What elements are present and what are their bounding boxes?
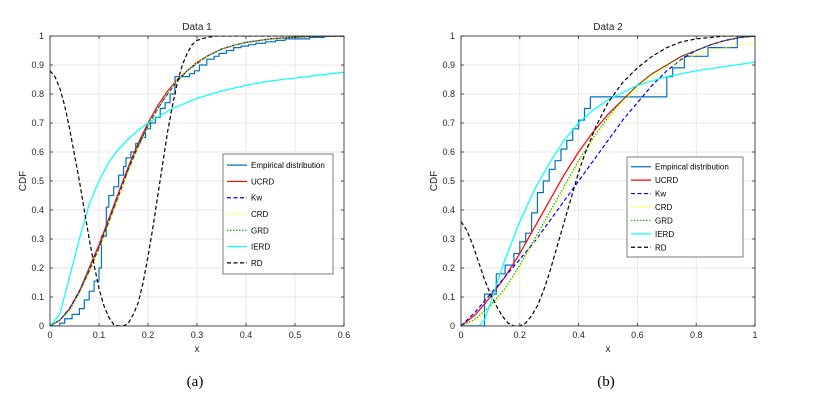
x-axis-label: x — [195, 344, 200, 355]
legend-label-ucrd: UCRD — [655, 176, 678, 185]
x-tick-label: 1 — [752, 330, 757, 340]
y-tick-label: 0 — [39, 321, 44, 331]
y-tick-label: 0.7 — [442, 118, 455, 128]
chart-panel-data-2: 0 0.2 0.4 0.6 0.8 1 0 0.1 0.2 0.3 0.4 0.5 0.6 0.7 0.8 0… — [429, 22, 758, 390]
x-tick-label: 0.4 — [572, 330, 585, 340]
legend-label-grd: GRD — [655, 216, 673, 225]
y-tick-label: 0.5 — [31, 176, 44, 186]
y-axis-label: CDF — [429, 171, 440, 192]
y-tick-label: 0.2 — [442, 263, 455, 273]
y-tick-label: 0.9 — [442, 60, 455, 70]
legend-label-kw: Kw — [251, 194, 262, 203]
series-group — [461, 36, 755, 326]
legend-label-empirical-distribution: Empirical distribution — [655, 163, 729, 172]
series-line-crd — [50, 36, 344, 326]
y-tick-label: 0.5 — [442, 176, 455, 186]
series-line-crd — [461, 42, 755, 326]
x-tick-label: 0.3 — [191, 330, 204, 340]
panel-caption: (b) — [597, 374, 615, 390]
y-tick-label: 0.1 — [31, 292, 44, 302]
x-tick-label: 0.8 — [690, 330, 703, 340]
chart-panel-data-1: 0 0.1 0.2 0.3 0.4 0.5 0.6 0 0.1 0.2 0.3 0.4 0.5 0.6 0.… — [18, 22, 350, 390]
legend-box — [222, 153, 334, 275]
series-line-grd — [461, 36, 755, 326]
legend-label-kw: Kw — [655, 190, 666, 199]
series-line-grd — [50, 36, 344, 326]
chart-title: Data 1 — [182, 22, 212, 33]
series-line-kw — [461, 36, 755, 326]
legend: Empirical distribution UCRD Kw CRD GRD IERD RD — [222, 153, 334, 275]
legend-label-empirical-distribution: Empirical distribution — [251, 161, 325, 170]
x-tick-label: 0.5 — [289, 330, 302, 340]
y-tick-label: 0.9 — [31, 60, 44, 70]
y-tick-label: 1 — [39, 31, 44, 41]
y-tick-label: 0.1 — [442, 292, 455, 302]
legend-label-crd: CRD — [655, 203, 673, 212]
x-tick-label: 0.6 — [631, 330, 644, 340]
x-tick-label: 0.2 — [514, 330, 527, 340]
y-axis-label: CDF — [18, 171, 29, 192]
y-tick-label: 0.8 — [442, 89, 455, 99]
legend-label-rd: RD — [655, 243, 667, 252]
x-tick-label: 0.2 — [142, 330, 155, 340]
chart-title: Data 2 — [593, 22, 623, 33]
series-line-kw — [50, 36, 344, 326]
y-tick-label: 0.6 — [442, 147, 455, 157]
y-tick-label: 0.7 — [31, 118, 44, 128]
y-tick-label: 0.3 — [442, 234, 455, 244]
series-group — [50, 36, 344, 326]
legend-label-ierd: IERD — [251, 243, 270, 252]
series-line-ierd — [50, 71, 344, 326]
y-tick-label: 0 — [450, 321, 455, 331]
x-tick-label: 0.1 — [93, 330, 106, 340]
legend: Empirical distribution UCRD Kw CRD GRD IERD RD — [626, 156, 744, 258]
y-tick-label: 0.2 — [31, 263, 44, 273]
legend-label-grd: GRD — [251, 226, 269, 235]
x-tick-label: 0 — [458, 330, 463, 340]
y-tick-label: 0.8 — [31, 89, 44, 99]
y-tick-label: 0.3 — [31, 234, 44, 244]
legend-label-ucrd: UCRD — [251, 177, 274, 186]
series-line-empirical-distribution — [461, 36, 755, 326]
y-tick-label: 0.6 — [31, 147, 44, 157]
y-tick-label: 0.4 — [31, 205, 44, 215]
y-tick-label: 1 — [450, 31, 455, 41]
y-tick-label: 0.4 — [442, 205, 455, 215]
x-tick-label: 0 — [47, 330, 52, 340]
legend-label-crd: CRD — [251, 210, 269, 219]
series-line-rd — [461, 36, 755, 326]
x-axis-label: x — [606, 344, 611, 355]
panel-caption: (a) — [187, 374, 204, 390]
legend-label-rd: RD — [251, 259, 263, 268]
x-tick-label: 0.4 — [240, 330, 253, 340]
x-tick-label: 0.6 — [338, 330, 351, 340]
series-line-ierd — [461, 61, 755, 326]
legend-label-ierd: IERD — [655, 230, 674, 239]
